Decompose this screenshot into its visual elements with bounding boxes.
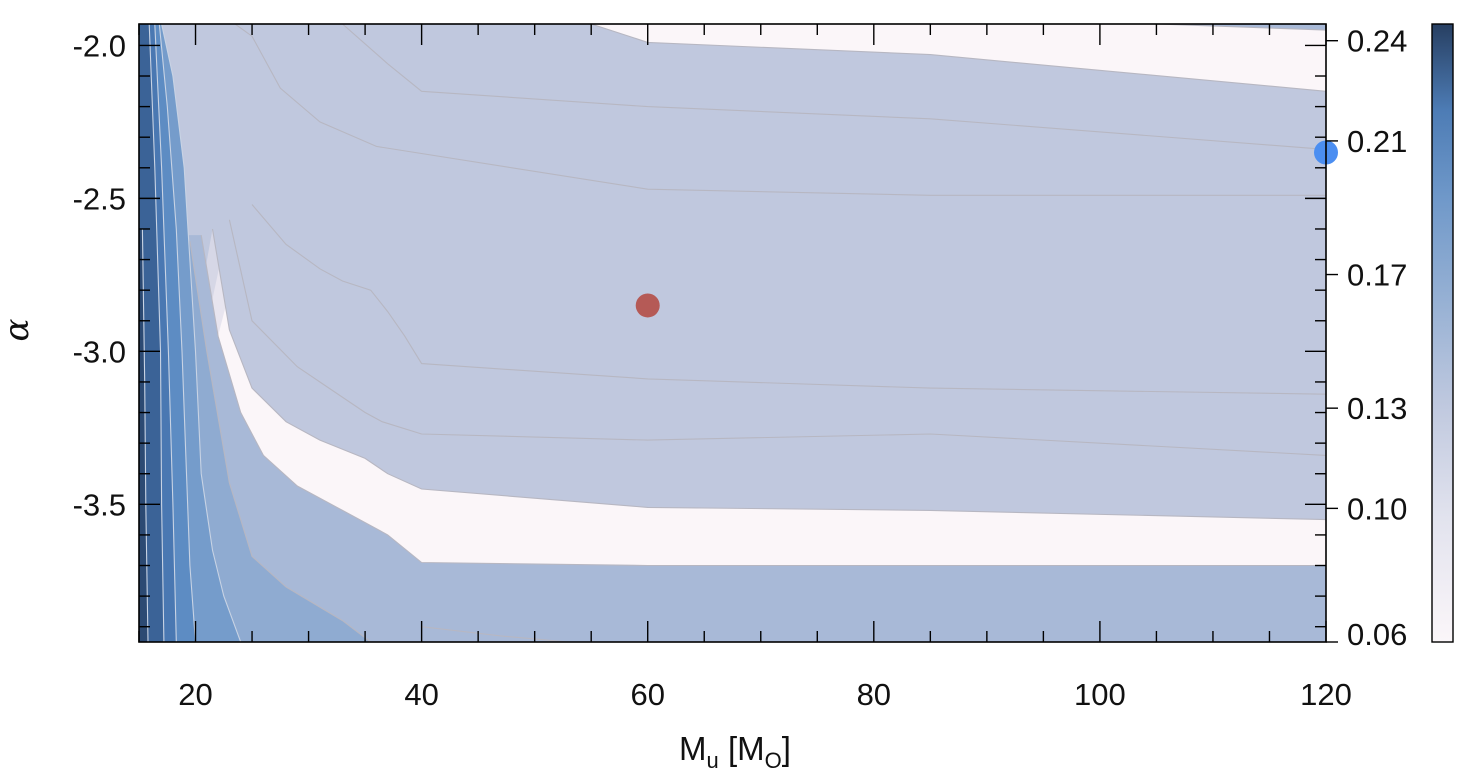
x-tick-label: 80 [857,677,891,712]
colorbar-gradient [1431,23,1454,643]
contour-line-5 [211,228,1326,521]
axis-ticks [138,24,1327,642]
band-level-4-sliver [421,626,569,642]
colorbar-tick-label: 0.17 [1347,258,1407,293]
x-tick-label: 60 [630,677,664,712]
contour-lines [141,24,1326,642]
contour-line-13 [148,24,165,642]
colorbar-tick-label: 0.13 [1347,391,1407,426]
x-tick-label: 100 [1074,677,1126,712]
y-axis-title: α [0,318,37,341]
colorbar-tick-label: 0.21 [1347,124,1407,159]
colorbar-ticks [1326,40,1338,643]
contour-line-4 [591,24,1326,92]
y-tick-label: -2.5 [73,181,126,216]
contour-line-11 [158,24,197,642]
contour-line-9 [421,626,569,642]
contour-line-8 [189,241,372,642]
contour-bands [139,24,1326,642]
y-tick-labels: -2.0 -2.5 -3.0 -3.5 [73,28,126,522]
svg-text:Mu [MO]: Mu [MO] [679,730,791,773]
contour-line-12 [154,24,177,642]
y-tick-label: -3.0 [73,334,126,369]
band-level-10 [139,229,148,642]
contour-line-1 [251,204,1326,395]
band-level-3 [139,24,1326,642]
colorbar-tick-label: 0.24 [1347,24,1407,59]
contour-line-2 [342,24,1326,150]
plot-frame [138,23,1327,643]
x-tick-label: 120 [1300,677,1352,712]
y-tick-label: -2.0 [73,28,126,63]
plot-area [138,23,1338,643]
contour-line-0 [234,24,1326,196]
x-tick-label: 40 [404,677,438,712]
colorbar-labels: 0.06 0.10 0.13 0.17 0.21 0.24 [1347,24,1407,652]
y-tick-label: -3.5 [73,487,126,522]
x-tick-label: 20 [178,677,212,712]
contour-line-3 [228,219,1326,456]
colorbar-tick-label: 0.06 [1347,617,1407,652]
x-tick-labels: 20 40 60 80 100 120 [178,677,1352,712]
contour-line-10 [161,24,242,642]
contour-line-7 [200,235,1326,567]
x-axis-title: Mu [MO] [679,730,791,773]
colorbar-tick-label: 0.10 [1347,491,1407,526]
contour-line-6 [1156,24,1326,31]
red-point [635,293,660,318]
colorbar: 0.06 0.10 0.13 0.17 0.21 0.24 [1326,23,1454,652]
